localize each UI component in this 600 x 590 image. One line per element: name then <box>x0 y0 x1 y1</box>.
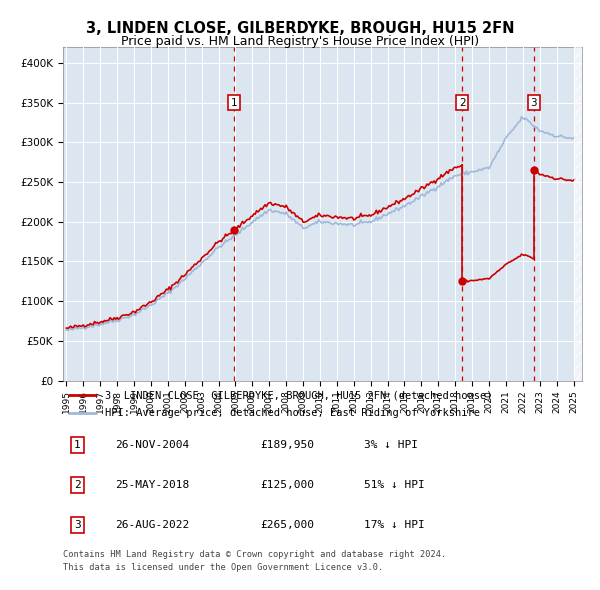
Text: £125,000: £125,000 <box>260 480 314 490</box>
Text: £189,950: £189,950 <box>260 440 314 450</box>
Text: 51% ↓ HPI: 51% ↓ HPI <box>364 480 425 490</box>
Text: 2: 2 <box>459 98 466 108</box>
Text: 3, LINDEN CLOSE, GILBERDYKE, BROUGH, HU15 2FN (detached house): 3, LINDEN CLOSE, GILBERDYKE, BROUGH, HU1… <box>104 390 492 400</box>
Text: 1: 1 <box>74 440 81 450</box>
Text: 2: 2 <box>74 480 81 490</box>
Text: 3% ↓ HPI: 3% ↓ HPI <box>364 440 418 450</box>
Text: 25-MAY-2018: 25-MAY-2018 <box>115 480 189 490</box>
Text: HPI: Average price, detached house, East Riding of Yorkshire: HPI: Average price, detached house, East… <box>104 408 479 418</box>
Text: 3, LINDEN CLOSE, GILBERDYKE, BROUGH, HU15 2FN: 3, LINDEN CLOSE, GILBERDYKE, BROUGH, HU1… <box>86 21 514 35</box>
Bar <box>574 47 590 381</box>
Text: £265,000: £265,000 <box>260 520 314 530</box>
Text: This data is licensed under the Open Government Licence v3.0.: This data is licensed under the Open Gov… <box>63 563 383 572</box>
Text: 26-NOV-2004: 26-NOV-2004 <box>115 440 189 450</box>
Text: 17% ↓ HPI: 17% ↓ HPI <box>364 520 425 530</box>
Text: 1: 1 <box>230 98 237 108</box>
Text: 26-AUG-2022: 26-AUG-2022 <box>115 520 189 530</box>
Text: Price paid vs. HM Land Registry's House Price Index (HPI): Price paid vs. HM Land Registry's House … <box>121 35 479 48</box>
Text: 3: 3 <box>74 520 81 530</box>
Text: Contains HM Land Registry data © Crown copyright and database right 2024.: Contains HM Land Registry data © Crown c… <box>63 550 446 559</box>
Text: 3: 3 <box>530 98 537 108</box>
